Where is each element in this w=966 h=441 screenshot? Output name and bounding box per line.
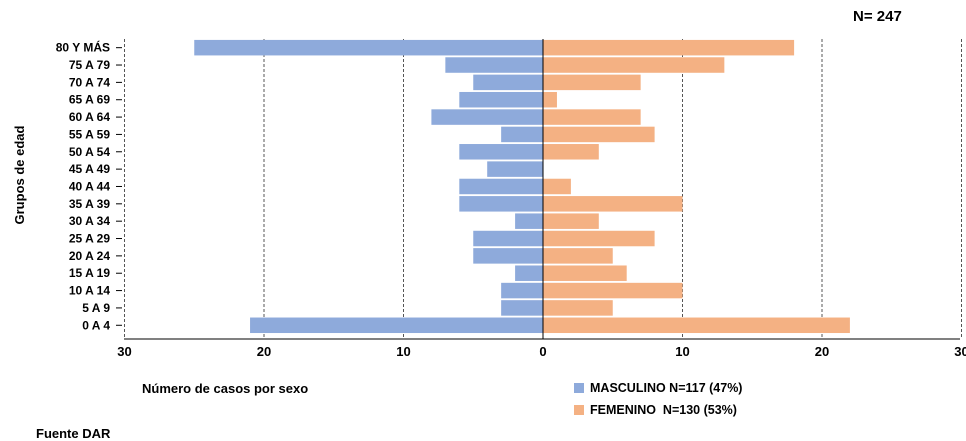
bar-masculino: [487, 161, 543, 177]
category-labels: 80 Y MÁS 75 A 79 70 A 74 65 A 69 60 A 64 55 A…: [56, 40, 122, 332]
bar-femenino: [543, 126, 655, 143]
x-tick-label: 0: [539, 344, 546, 359]
bar-masculino: [473, 230, 543, 247]
bar-masculino: [515, 265, 543, 281]
bar-masculino: [473, 248, 543, 264]
bar-masculino: [250, 317, 544, 334]
bar-femenino: [543, 39, 795, 56]
x-tick-label: 20: [815, 344, 829, 359]
x-tick-label: 30: [117, 344, 131, 359]
bar-femenino: [543, 230, 655, 247]
bar-femenino: [543, 91, 557, 108]
legend-swatch-femenino: [574, 405, 584, 415]
bar-masculino: [431, 109, 543, 125]
bar-masculino: [194, 39, 543, 56]
category-label: 35 A 39: [69, 197, 110, 211]
x-tick-label: 10: [396, 344, 410, 359]
bar-femenino: [543, 74, 641, 91]
category-label: 10 A 14: [69, 284, 110, 298]
y-axis-label: Grupos de edad: [12, 125, 27, 224]
sample-size-label: N= 247: [853, 8, 902, 25]
bar-masculino: [515, 213, 543, 229]
gridlines: [124, 39, 962, 339]
bar-femenino: [543, 57, 725, 73]
x-tick-label: 30: [954, 344, 966, 359]
bars: [194, 39, 850, 339]
x-tick-labels: 30 20 10 0 10 20 30: [117, 344, 966, 359]
x-axis-label: Número de casos por sexo: [142, 381, 309, 396]
category-label: 50 A 54: [69, 145, 110, 159]
bar-femenino: [543, 265, 627, 281]
bar-masculino: [501, 282, 543, 299]
x-tick-label: 20: [257, 344, 271, 359]
bar-femenino: [543, 178, 571, 195]
category-label: 5 A 9: [82, 301, 110, 315]
bar-masculino: [459, 144, 543, 160]
bar-masculino: [459, 196, 543, 212]
bar-masculino: [445, 57, 543, 73]
bar-femenino: [543, 317, 850, 334]
legend-label-masculino: MASCULINO N=117 (47%): [590, 381, 743, 395]
category-label: 65 A 69: [69, 93, 110, 107]
legend-swatch-masculino: [574, 383, 584, 393]
bar-femenino: [543, 300, 613, 316]
category-label: 30 A 34: [69, 214, 110, 228]
bar-masculino: [501, 300, 543, 316]
category-label: 70 A 74: [69, 75, 110, 89]
legend-item-femenino: FEMENINO N=130 (53%): [574, 399, 742, 421]
category-label: 45 A 49: [69, 162, 110, 176]
x-tick-label: 10: [675, 344, 689, 359]
bar-masculino: [459, 91, 543, 108]
bar-femenino: [543, 282, 683, 299]
bar-femenino: [543, 248, 613, 264]
legend: MASCULINO N=117 (47%) FEMENINO N=130 (53…: [574, 377, 742, 421]
legend-label-femenino: FEMENINO N=130 (53%): [590, 403, 737, 417]
bar-masculino: [501, 126, 543, 143]
category-label: 75 A 79: [69, 58, 110, 72]
category-label: 15 A 19: [69, 266, 110, 280]
source-note: Fuente DAR: [36, 426, 111, 441]
bar-femenino: [543, 109, 641, 125]
category-label: 55 A 59: [69, 127, 110, 141]
category-label: 25 A 29: [69, 232, 110, 246]
bar-femenino: [543, 144, 599, 160]
category-label: 60 A 64: [69, 110, 110, 124]
bar-femenino: [543, 196, 683, 212]
category-label: 0 A 4: [82, 318, 110, 332]
category-label: 80 Y MÁS: [56, 40, 110, 55]
bar-masculino: [459, 178, 543, 195]
category-label: 20 A 24: [69, 249, 110, 263]
legend-item-masculino: MASCULINO N=117 (47%): [574, 377, 742, 399]
bar-masculino: [473, 74, 543, 91]
category-label: 40 A 44: [69, 179, 110, 193]
bar-femenino: [543, 213, 599, 229]
